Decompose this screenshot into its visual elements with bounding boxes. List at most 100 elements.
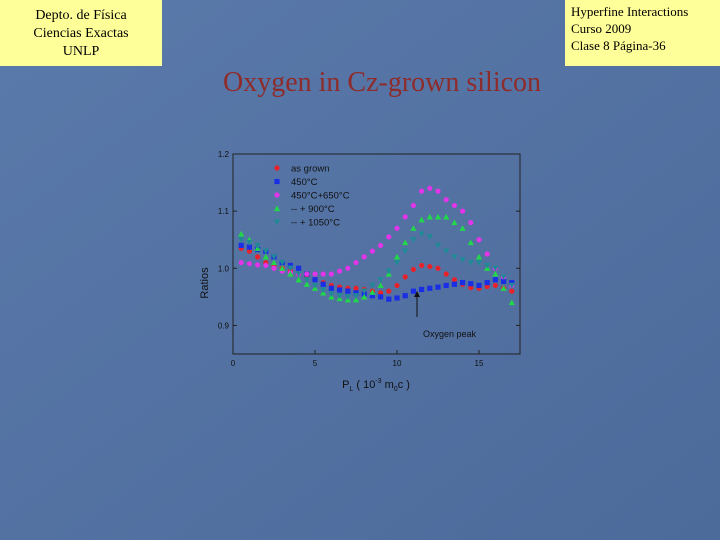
point [336,293,343,299]
point [434,213,442,220]
point [435,188,441,194]
point [238,242,244,249]
point [460,208,466,214]
point [459,225,466,231]
annotation-arrowhead [414,291,420,297]
point [402,274,408,280]
point [328,271,334,277]
point [435,265,441,271]
point [262,248,269,255]
point [279,259,286,266]
point [451,202,457,209]
point [501,278,507,285]
point [435,284,441,290]
point [246,261,252,267]
left-box [0,0,162,66]
chart: Ratios PL ( 10-3 m0c ) Oxygen peak 0.91.… [199,150,521,393]
y-tick-label: 1.1 [218,207,230,216]
point [451,254,458,260]
point [262,253,269,260]
point [509,288,515,294]
legend-swatch [273,205,281,212]
x-tick-label: 15 [475,359,484,368]
legend-label: as grown [291,164,330,175]
point [361,293,368,300]
point [361,288,368,295]
point [427,185,433,191]
point [402,214,408,220]
point [369,289,376,295]
point [296,265,302,271]
x-label-part: c ) [398,379,410,391]
point [492,265,499,272]
left-box-line: Depto. de Física [35,8,127,23]
point [353,290,359,296]
legend-label: 450°C+650°C [291,191,350,202]
point [304,271,310,277]
point [378,290,384,296]
point [361,254,367,260]
legend-label: -- + 900°C [291,204,335,215]
point [353,259,359,266]
point [394,282,400,289]
point [418,231,425,238]
point [238,237,245,243]
point [475,253,483,260]
point [443,282,449,289]
point [419,262,425,269]
point [263,262,269,269]
point [500,274,507,280]
point [459,257,466,263]
right-box-line: Hyperfine Interactions [571,4,688,19]
x-label-part: -3 [375,378,381,385]
point [434,242,442,249]
point [238,230,245,237]
point [443,248,450,255]
point [427,263,433,270]
point [246,248,252,254]
point [492,277,498,283]
legend-label: -- + 1050°C [291,218,340,229]
left-box-line: UNLP [63,44,100,59]
point [394,295,400,301]
x-label-part: P [342,379,349,391]
point [369,248,375,254]
point [386,288,392,294]
point [246,239,253,246]
point [451,219,458,226]
point [295,271,302,278]
right-box-line: Curso 2009 [571,21,631,36]
point [402,293,408,299]
x-label-part: 0 [394,386,398,393]
point [476,282,482,289]
point [443,213,450,220]
point [369,282,376,289]
point [320,271,326,277]
point [328,285,334,291]
point [393,259,401,266]
point [320,281,326,287]
y-axis-label: Ratios [199,267,211,299]
x-tick-label: 10 [393,359,402,368]
point [468,281,474,287]
point [295,276,302,283]
point [410,225,417,231]
point [377,282,384,289]
point [344,294,351,300]
point [312,271,318,277]
right-box-line: Clase 8 Página-36 [571,38,666,53]
point [467,239,474,246]
point [410,266,416,273]
point [238,259,244,266]
point [255,262,261,268]
point [500,285,507,291]
point [254,242,261,249]
point [369,293,375,299]
point [418,216,425,223]
point [394,225,400,231]
point [419,188,425,194]
x-label-part: ( 10 [353,379,375,391]
point [385,268,392,275]
point [352,296,360,303]
